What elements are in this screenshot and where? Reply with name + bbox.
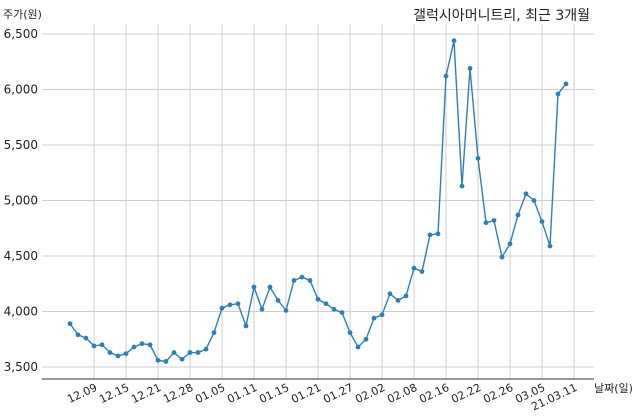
data-point bbox=[515, 212, 521, 218]
data-point bbox=[339, 310, 345, 316]
price-points bbox=[67, 38, 569, 364]
data-point bbox=[443, 73, 449, 79]
data-point bbox=[419, 269, 425, 274]
data-point bbox=[75, 332, 81, 338]
x-tick-label: 01.21 bbox=[289, 381, 323, 406]
data-point bbox=[155, 357, 161, 363]
data-point bbox=[251, 284, 257, 290]
data-point bbox=[387, 291, 393, 297]
x-axis-label: 날짜(일) bbox=[594, 381, 633, 395]
data-point bbox=[187, 350, 193, 355]
data-point bbox=[499, 254, 505, 260]
y-tick-label: 4,500 bbox=[4, 249, 38, 263]
data-point bbox=[427, 232, 433, 238]
y-tick-label: 3,500 bbox=[4, 360, 38, 374]
data-point bbox=[507, 241, 513, 247]
data-point bbox=[539, 219, 545, 224]
data-point bbox=[523, 191, 529, 197]
chart-title: 갤럭시아머니트리, 최근 3개월 bbox=[413, 8, 590, 24]
data-point bbox=[411, 265, 417, 271]
data-point bbox=[435, 231, 441, 237]
data-point bbox=[307, 278, 313, 283]
x-tick-label: 12.28 bbox=[161, 381, 195, 406]
data-point bbox=[267, 284, 273, 290]
data-point bbox=[227, 302, 233, 308]
data-point bbox=[179, 356, 185, 362]
data-point bbox=[259, 306, 265, 312]
data-point bbox=[115, 353, 121, 359]
y-gridlines bbox=[42, 33, 594, 368]
data-point bbox=[123, 351, 129, 357]
data-point bbox=[99, 342, 105, 348]
data-point bbox=[195, 350, 201, 355]
y-tick-label: 4,000 bbox=[4, 305, 38, 319]
x-tick-labels: 12.0912.1512.2112.2801.0501.1101.1501.21… bbox=[65, 381, 579, 413]
data-point bbox=[475, 155, 481, 161]
data-point bbox=[299, 274, 305, 280]
data-point bbox=[219, 305, 225, 311]
data-point bbox=[131, 344, 137, 350]
x-gridlines bbox=[93, 24, 575, 379]
data-point bbox=[555, 91, 561, 97]
data-point bbox=[163, 359, 169, 364]
data-point bbox=[67, 321, 73, 327]
x-tick-label: 01.05 bbox=[193, 381, 227, 406]
data-point bbox=[275, 298, 281, 303]
x-tick-label: 12.15 bbox=[97, 381, 131, 406]
x-tick-label: 02.02 bbox=[353, 381, 387, 406]
data-point bbox=[459, 183, 465, 189]
data-point bbox=[147, 342, 153, 348]
data-point bbox=[107, 350, 113, 355]
x-tick-label: 02.22 bbox=[449, 381, 483, 406]
data-point bbox=[315, 296, 321, 302]
data-point bbox=[91, 343, 97, 349]
data-point bbox=[371, 315, 377, 321]
y-tick-labels: 3,500 4,000 4,500 5,000 5,500 6,000 6,500 bbox=[4, 27, 38, 374]
x-tick-label: 12.09 bbox=[65, 381, 99, 406]
data-point bbox=[483, 220, 489, 226]
data-point bbox=[379, 312, 385, 318]
data-point bbox=[235, 301, 241, 307]
data-point bbox=[139, 341, 145, 347]
y-axis-label: 주가(원) bbox=[3, 8, 42, 21]
x-tick-label: 01.15 bbox=[257, 381, 291, 406]
y-tick-label: 6,000 bbox=[4, 83, 38, 97]
x-tick-label: 01.27 bbox=[321, 381, 355, 406]
y-tick-label: 5,500 bbox=[4, 138, 38, 152]
data-point bbox=[403, 293, 409, 299]
x-tick-label: 12.21 bbox=[129, 381, 163, 406]
data-point bbox=[83, 335, 89, 341]
data-point bbox=[211, 330, 217, 335]
data-point bbox=[243, 323, 249, 329]
data-point bbox=[283, 307, 289, 313]
data-point bbox=[467, 66, 473, 71]
data-point bbox=[331, 306, 337, 312]
data-point bbox=[451, 38, 457, 44]
data-point bbox=[547, 243, 553, 249]
data-point bbox=[171, 350, 177, 355]
x-tick-label: 02.16 bbox=[417, 381, 451, 406]
data-point bbox=[531, 198, 537, 203]
data-point bbox=[355, 344, 361, 350]
y-tick-label: 6,500 bbox=[4, 27, 38, 41]
x-tick-label: 01.11 bbox=[225, 381, 259, 406]
data-point bbox=[363, 336, 369, 342]
data-point bbox=[563, 81, 569, 87]
y-tick-label: 5,000 bbox=[4, 194, 38, 208]
data-point bbox=[291, 278, 297, 283]
data-point bbox=[491, 218, 497, 223]
data-point bbox=[323, 301, 329, 307]
data-point bbox=[347, 330, 353, 335]
x-tick-label: 02.26 bbox=[481, 381, 515, 406]
data-point bbox=[203, 346, 209, 352]
data-point bbox=[395, 298, 401, 303]
x-tick-label: 02.08 bbox=[385, 381, 419, 406]
